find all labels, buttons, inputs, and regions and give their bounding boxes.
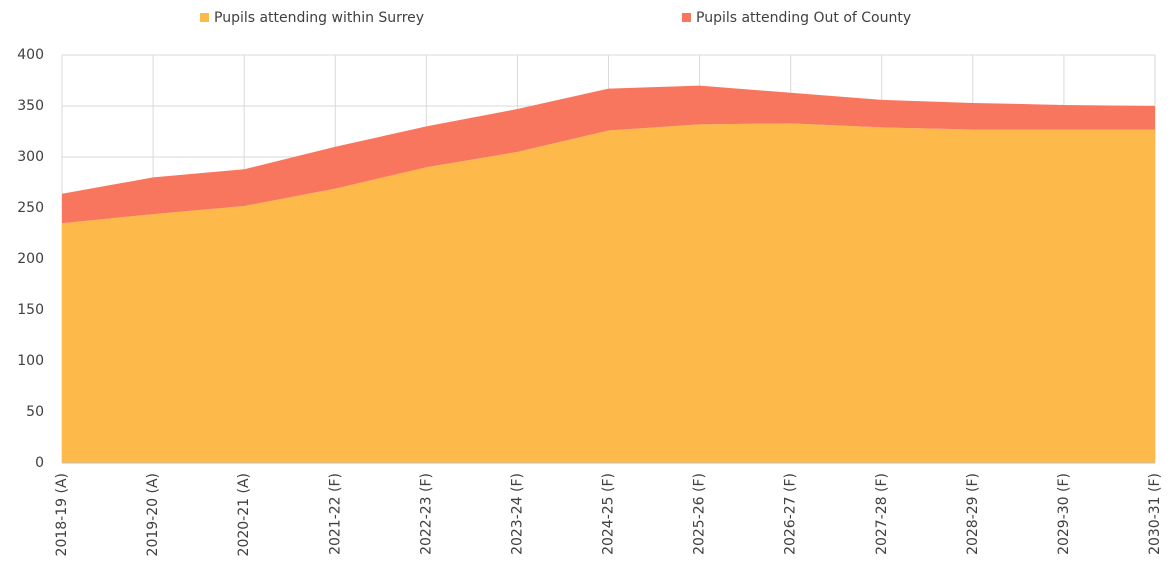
legend-swatch (682, 13, 691, 22)
x-tick-label: 2019-20 (A) (145, 473, 161, 556)
legend-label: Pupils attending Out of County (696, 10, 911, 26)
y-tick-label: 300 (17, 149, 44, 165)
x-tick-label: 2023-24 (F) (509, 473, 525, 555)
y-tick-label: 150 (17, 302, 44, 318)
x-tick-label: 2028-29 (F) (965, 473, 981, 555)
y-tick-label: 50 (26, 404, 44, 420)
y-tick-label: 100 (17, 353, 44, 369)
x-tick-label: 2022-23 (F) (418, 473, 434, 555)
x-tick-label: 2027-28 (F) (874, 473, 890, 555)
y-tick-label: 0 (35, 455, 44, 471)
y-tick-label: 350 (17, 98, 44, 114)
x-tick-label: 2018-19 (A) (54, 473, 70, 556)
y-tick-label: 250 (17, 200, 44, 216)
x-tick-label: 2030-31 (F) (1147, 473, 1163, 555)
x-tick-label: 2029-30 (F) (1056, 473, 1072, 555)
x-tick-label: 2024-25 (F) (601, 473, 617, 555)
area (62, 123, 1155, 463)
x-tick-label: 2021-22 (F) (327, 473, 343, 555)
legend-swatch (200, 13, 209, 22)
area (62, 85, 1155, 224)
x-tick-label: 2020-21 (A) (236, 473, 252, 556)
x-tick-label: 2025-26 (F) (692, 473, 708, 555)
y-tick-label: 200 (17, 251, 44, 267)
legend-label: Pupils attending within Surrey (214, 10, 424, 26)
x-tick-label: 2026-27 (F) (783, 473, 799, 555)
y-tick-label: 400 (17, 47, 44, 63)
